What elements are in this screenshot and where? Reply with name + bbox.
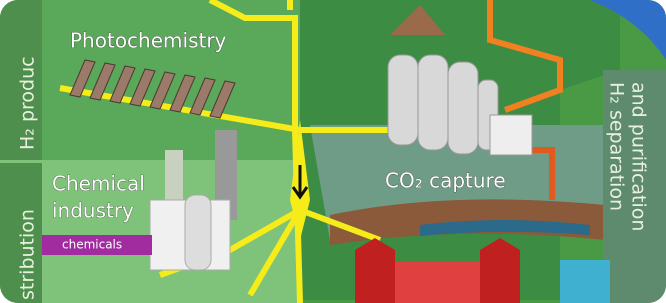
side-label: and purification bbox=[628, 82, 650, 231]
label: Chemical bbox=[52, 172, 145, 196]
side-label: stribution bbox=[17, 209, 39, 300]
label: chemicals bbox=[62, 238, 122, 252]
page: {"labels": { "photochemistry": "Photoche… bbox=[0, 0, 666, 303]
label: CO₂ capture bbox=[385, 169, 506, 193]
building-blue bbox=[560, 260, 610, 303]
label: industry bbox=[52, 199, 134, 223]
label: Photochemistry bbox=[70, 29, 227, 53]
side-label: H₂ separation bbox=[606, 82, 628, 211]
scene: Photochemistry H₂ produc stribution Chem… bbox=[0, 0, 666, 303]
illustration: Photochemistry H₂ produc stribution Chem… bbox=[0, 0, 666, 303]
side-label: H₂ produc bbox=[17, 56, 39, 150]
